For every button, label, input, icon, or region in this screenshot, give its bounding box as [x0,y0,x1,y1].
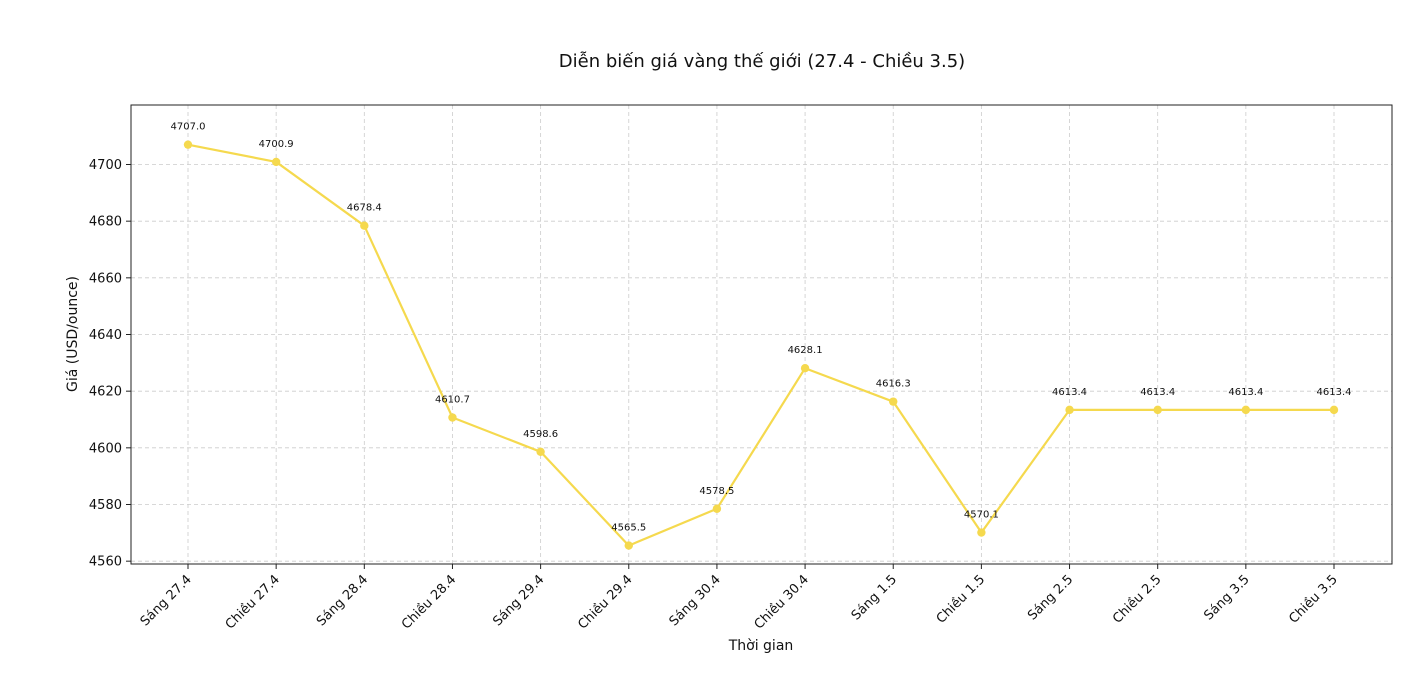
y-tick-label: 4560 [89,555,122,570]
y-tick-label: 4660 [89,271,122,286]
x-tick-label: Sáng 28.4 [314,572,371,629]
x-tick-label: Chiều 29.4 [575,572,635,632]
x-tick-label: Chiều 3.5 [1286,572,1340,626]
data-point [800,364,810,373]
x-tick-label: Sáng 29.4 [490,572,547,629]
data-label: 4613.4 [1317,387,1352,398]
data-point [536,447,545,456]
data-label: 4613.4 [1052,387,1087,398]
x-tick-label: Sáng 30.4 [667,572,724,629]
x-axis: Sáng 27.4 Chiều 27.4 Sáng 28.4 Chiều 28.4 Sá… [138,564,1341,633]
data-label: 4578.5 [699,486,734,497]
data-label: 4616.3 [876,379,911,390]
data-point [1241,405,1251,415]
x-tick-label: Chiều 28.4 [399,572,459,632]
x-tick-label: Chiều 30.4 [752,572,812,632]
data-label: 4613.4 [1228,387,1263,398]
x-tick-label: Chiều 2.5 [1110,572,1164,626]
x-axis-label: Thời gian [728,638,794,654]
y-tick-label: 4700 [89,158,122,173]
data-label: 4598.6 [523,429,558,440]
data-point [889,397,898,406]
data-label: 4610.7 [435,395,470,406]
data-point [1329,405,1339,415]
x-tick-label: Sáng 1.5 [849,572,900,623]
data-point [1065,405,1074,415]
data-point [977,528,986,537]
y-tick-label: 4600 [89,441,122,456]
series-line [187,143,1334,547]
data-label: 4570.1 [964,510,999,521]
y-tick-label: 4640 [89,328,122,343]
data-label: 4613.4 [1140,387,1175,398]
x-tick-label: Sáng 3.5 [1201,572,1252,623]
series-layer [183,140,1339,550]
data-label: 4707.0 [171,122,206,133]
x-tick-label: Sáng 2.5 [1025,572,1076,623]
data-label: 4678.4 [347,203,382,214]
data-labels: 4707.0 4700.9 4678.4 4610.7 4598.6 4565.5 4578… [171,122,1352,534]
data-label: 4628.1 [788,345,823,356]
data-point [712,504,722,513]
y-tick-label: 4680 [89,215,122,230]
x-tick-label: Sáng 27.4 [138,572,195,629]
data-point [360,221,369,230]
x-tick-label: Chiều 1.5 [934,572,988,626]
data-point [624,541,633,550]
data-point [1153,405,1162,415]
data-point [448,413,457,422]
data-point [271,157,281,167]
y-axis: 4560 4580 4600 4620 4640 4660 4680 4700 [89,158,131,570]
y-tick-label: 4580 [89,498,122,513]
data-label: 4700.9 [259,139,294,150]
x-tick-label: Chiều 27.4 [223,572,283,632]
chart-title: Diễn biến giá vàng thế giới (27.4 - Chiề… [559,51,965,72]
data-point [183,140,193,149]
y-axis-label: Giá (USD/ounce) [65,276,81,392]
y-tick-label: 4620 [89,385,122,400]
grid [131,105,1392,564]
data-label: 4565.5 [611,523,646,534]
